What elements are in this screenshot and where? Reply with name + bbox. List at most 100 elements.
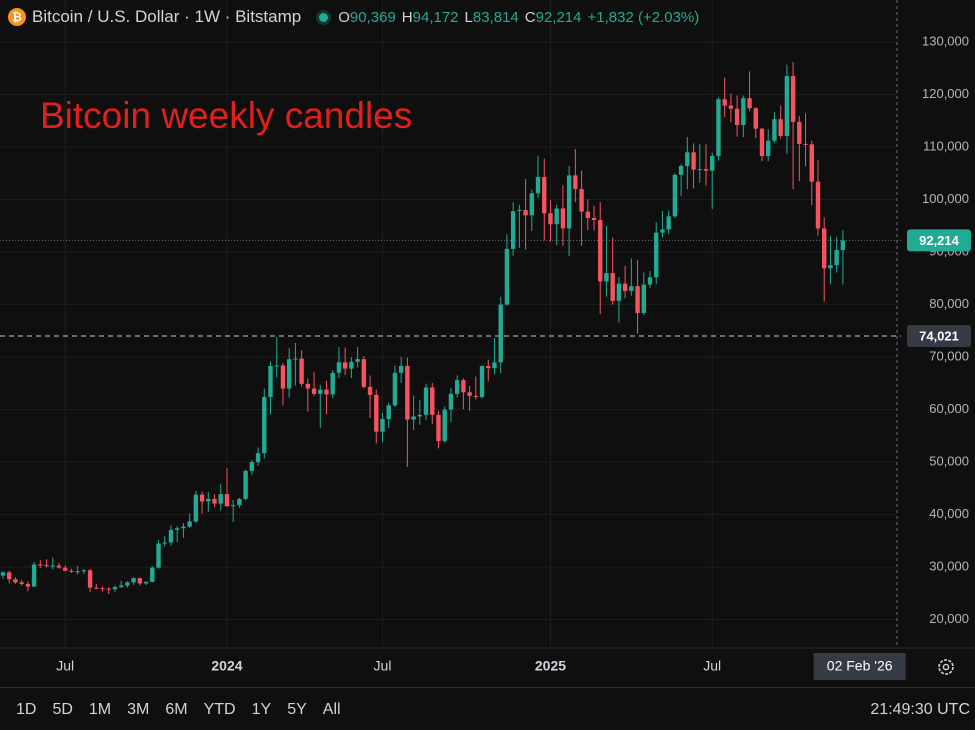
ohlc-key: H (401, 8, 413, 26)
candle-body (691, 152, 696, 170)
ohlc-key: L (464, 8, 473, 26)
candle-body (548, 213, 553, 225)
btc-icon: ₿ (8, 8, 26, 26)
candle-body (498, 304, 503, 363)
candle-body (772, 119, 777, 141)
symbol-title: Bitcoin / U.S. Dollar · 1W · Bitstamp (32, 7, 302, 26)
range-button[interactable]: 5Y (287, 700, 307, 718)
candle-body (286, 359, 292, 389)
candle-body (38, 564, 43, 566)
candle-body (672, 174, 678, 217)
candle-body (716, 99, 721, 156)
candle-body (349, 361, 354, 369)
candle-body (467, 392, 472, 396)
candle-body (293, 358, 298, 360)
candle-body (392, 372, 398, 406)
candle-body (87, 570, 93, 588)
price-label-box (907, 324, 971, 347)
candle-body (448, 393, 454, 410)
candle-body (430, 387, 435, 415)
candle-body (797, 121, 802, 144)
range-button[interactable]: All (322, 700, 341, 718)
candle-body (374, 394, 379, 432)
candle-body (44, 565, 49, 567)
ohlc-value: 83,814 (472, 8, 519, 26)
y-tick-label: 20,000 (929, 611, 969, 626)
candle-body (249, 462, 255, 472)
candle-body (94, 587, 99, 589)
candle-body (529, 193, 535, 216)
candle-body (243, 471, 248, 499)
candle-body (697, 169, 702, 171)
candle-body (790, 76, 796, 122)
candle-body (262, 396, 267, 454)
candle-body (666, 216, 671, 230)
candle-body (162, 542, 167, 544)
candle-body (560, 208, 566, 229)
candle-body (255, 453, 261, 463)
range-button[interactable]: 3M (127, 700, 150, 718)
ohlc-value: 94,172 (412, 8, 459, 26)
candle-body (330, 372, 335, 395)
candle-body (809, 144, 814, 182)
candle-body (355, 359, 360, 362)
candle-body (517, 210, 522, 212)
y-tick-label: 30,000 (929, 559, 969, 574)
candle-body (31, 564, 37, 587)
gear-ring (938, 659, 954, 675)
candle-body (535, 176, 541, 194)
candle-body (510, 211, 516, 249)
range-button[interactable]: 6M (165, 700, 188, 718)
range-button[interactable]: 5D (52, 700, 73, 718)
y-tick-label: 80,000 (929, 296, 969, 311)
candle-body (660, 229, 665, 233)
candle-body (753, 108, 758, 129)
candle-body (759, 128, 765, 156)
crosshair-label-box (813, 653, 906, 680)
candle-body (635, 286, 640, 313)
candle-body (13, 579, 18, 583)
candle-body (566, 175, 572, 229)
candle-body (212, 498, 217, 504)
candle-body (423, 387, 429, 415)
candle-body (703, 169, 709, 171)
candle-body (647, 277, 653, 285)
candle-body (641, 284, 646, 313)
candle-body (56, 565, 62, 568)
candle-body (728, 105, 734, 109)
candle-body (766, 140, 771, 156)
range-button[interactable]: 1M (88, 700, 112, 718)
candle-body (815, 181, 821, 229)
candle-body (367, 387, 373, 395)
candle-body (268, 366, 273, 397)
candle-body (311, 388, 317, 394)
candle-body (405, 366, 410, 420)
candle-body (63, 567, 68, 571)
candle-body (7, 572, 12, 580)
candle-body (106, 588, 111, 590)
candle-body (125, 582, 130, 586)
range-button[interactable]: 1D (16, 700, 37, 718)
candle-body (685, 152, 690, 166)
candle-body (398, 366, 404, 373)
settings-icon[interactable] (938, 659, 954, 675)
candle-body (579, 189, 584, 212)
gear-hub (942, 663, 950, 671)
candle-body (654, 232, 659, 278)
candle-body (318, 389, 323, 394)
candle-body (168, 529, 174, 543)
range-button[interactable]: 1Y (251, 700, 272, 718)
candle-body (280, 365, 286, 389)
range-button[interactable]: YTD (203, 700, 236, 718)
price-label: 74,021 (919, 328, 959, 343)
candle-body (361, 359, 367, 388)
candle-body (342, 362, 348, 369)
candle-body (504, 248, 510, 305)
candle-body (305, 383, 311, 389)
candle-body (199, 494, 205, 502)
candle-body (734, 108, 740, 125)
candle-body (118, 585, 124, 588)
candle-body (629, 286, 634, 291)
annotation: Bitcoin weekly candles (40, 95, 412, 136)
candle-body (616, 283, 622, 301)
